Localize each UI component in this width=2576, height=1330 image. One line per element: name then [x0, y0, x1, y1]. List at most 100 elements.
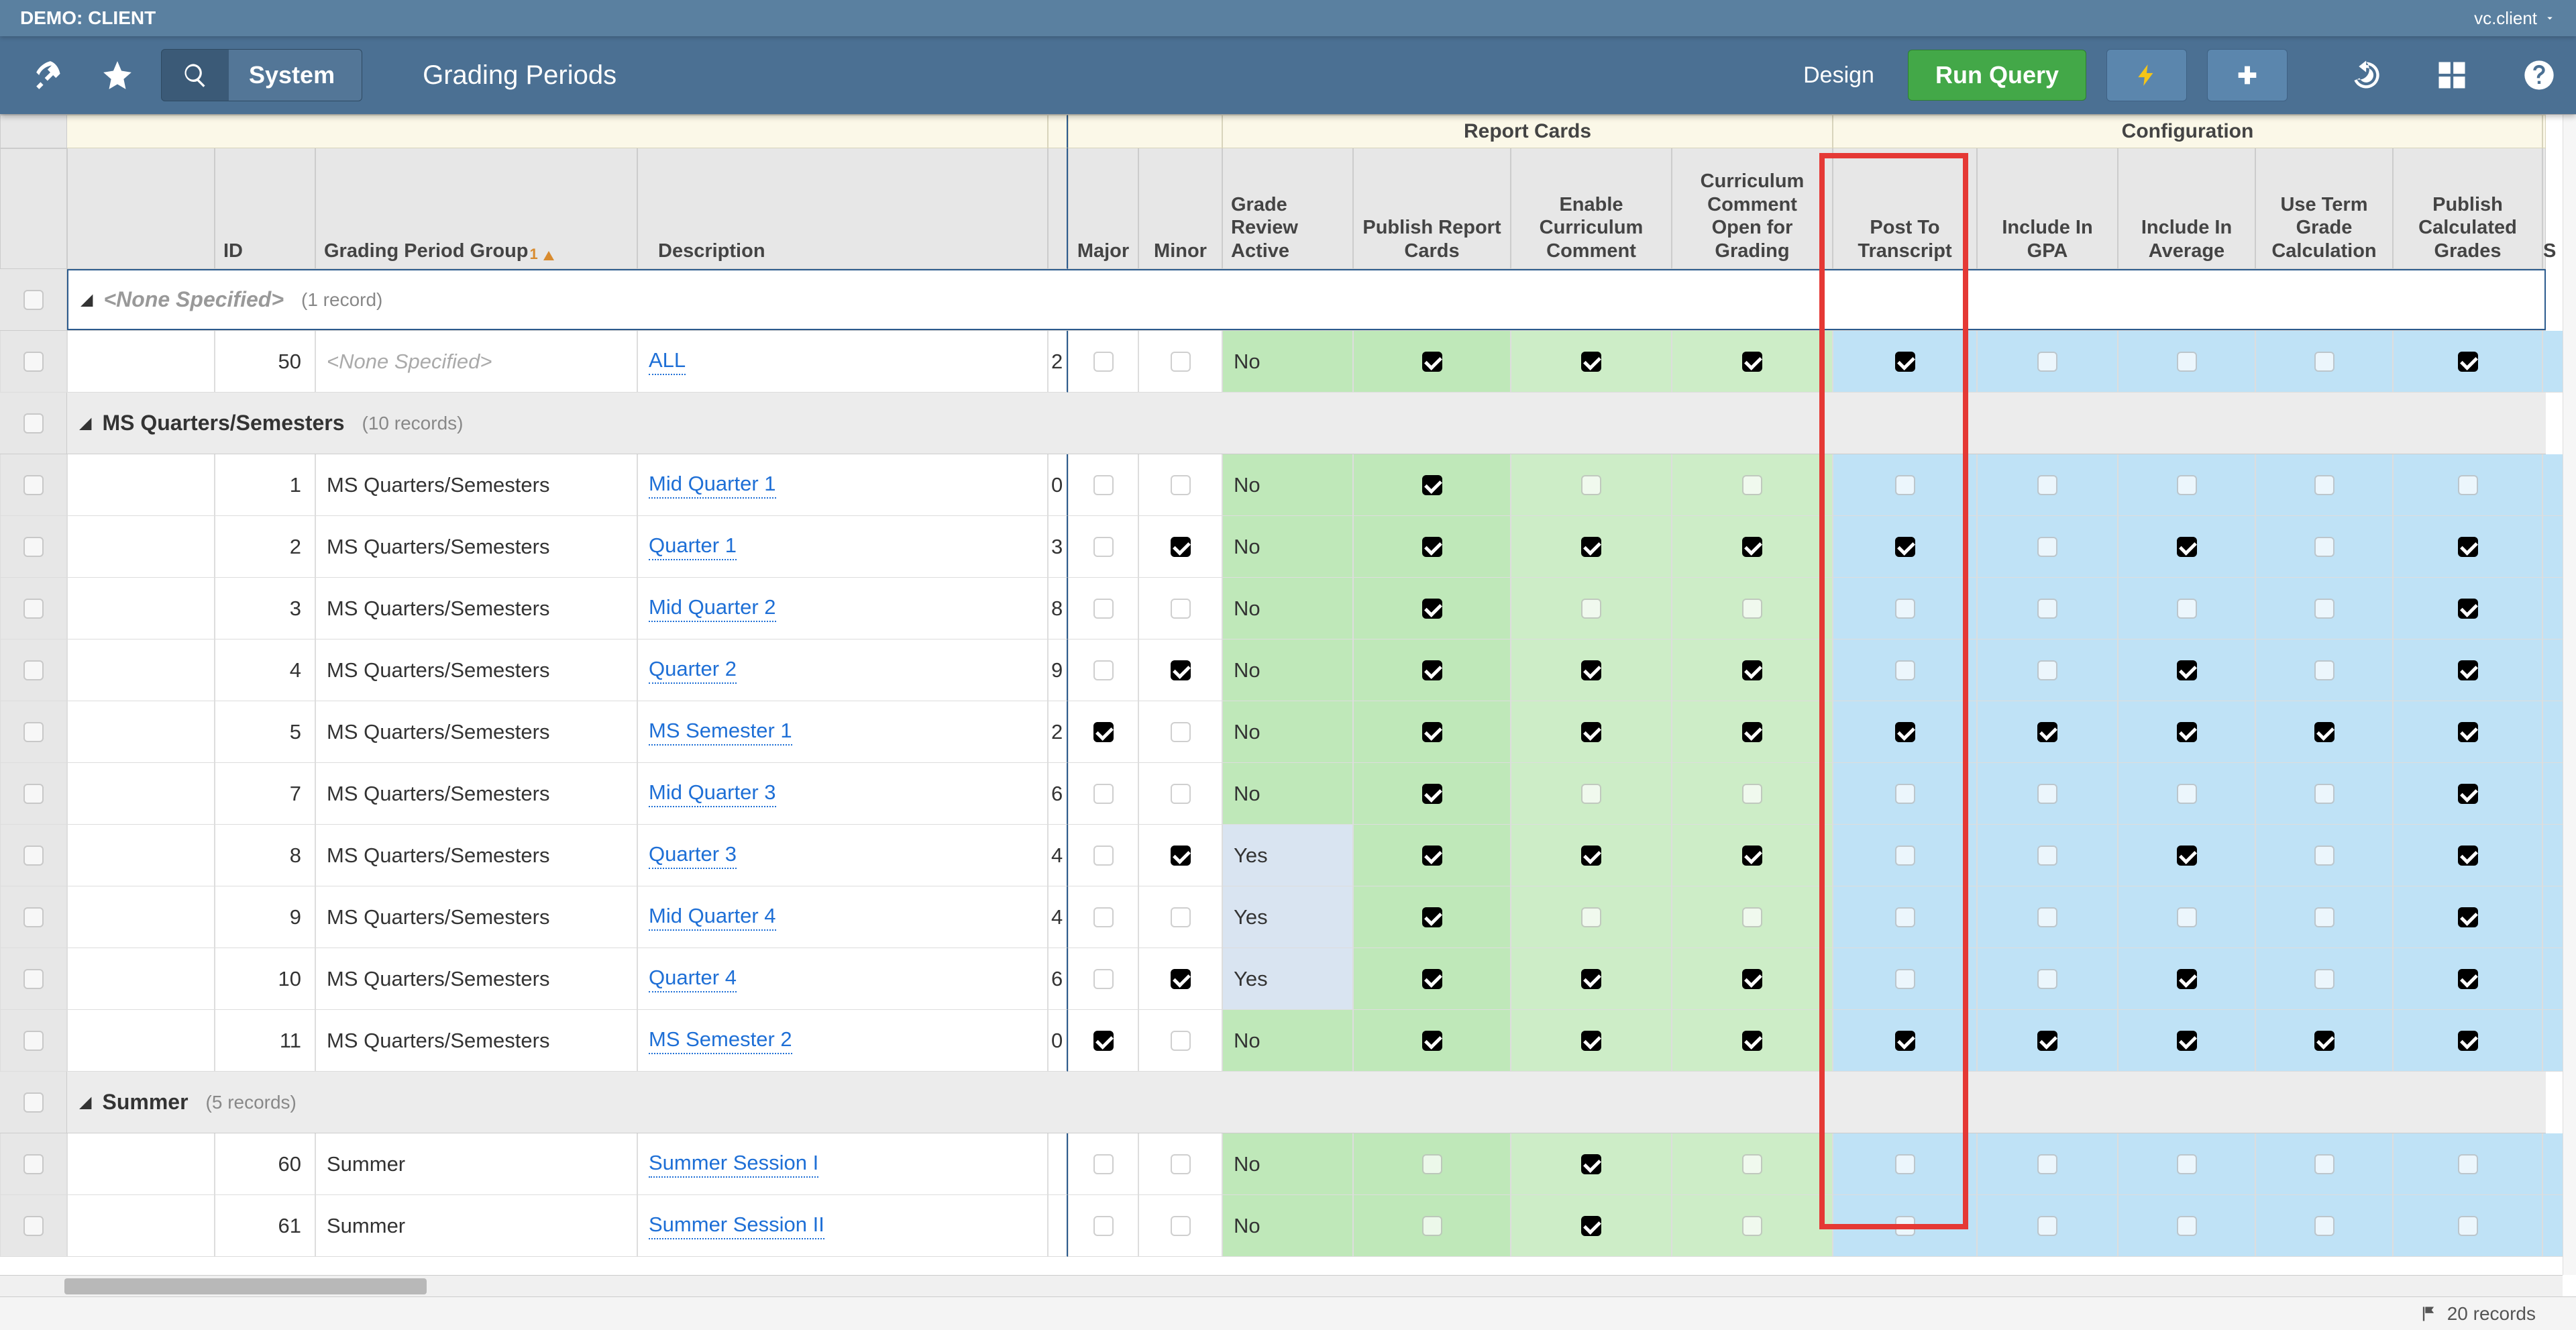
row-checkbox[interactable]: [0, 1010, 67, 1072]
user-menu[interactable]: vc.client: [2474, 8, 2556, 29]
row-checkbox[interactable]: [0, 1133, 67, 1195]
breadcrumb-system[interactable]: System: [229, 50, 362, 101]
rocket-icon[interactable]: [27, 52, 74, 99]
row-checkbox[interactable]: [0, 701, 67, 763]
cell-post-transcript[interactable]: [1833, 1133, 1977, 1195]
cell-include-gpa[interactable]: [1977, 825, 2118, 886]
cell-post-transcript[interactable]: [1833, 948, 1977, 1010]
history-icon[interactable]: [2341, 52, 2388, 99]
horizontal-scrollbar[interactable]: [0, 1275, 2563, 1296]
description-link[interactable]: Mid Quarter 3: [649, 780, 776, 807]
cell-publish-calc[interactable]: [2393, 1133, 2542, 1195]
cell-cc-open[interactable]: [1672, 825, 1833, 886]
grid-icon[interactable]: [2428, 52, 2475, 99]
description-link[interactable]: Mid Quarter 1: [649, 472, 776, 499]
cell-enable-cc[interactable]: [1511, 825, 1672, 886]
row-checkbox[interactable]: [0, 763, 67, 825]
cell-publish-calc[interactable]: [2393, 640, 2542, 701]
cell-publish-calc[interactable]: [2393, 825, 2542, 886]
cell-post-transcript[interactable]: [1833, 454, 1977, 516]
cell-minor[interactable]: [1138, 701, 1222, 763]
cell-description[interactable]: Mid Quarter 4: [637, 886, 1048, 948]
cell-grade-review[interactable]: Yes: [1222, 825, 1353, 886]
cell-include-gpa[interactable]: [1977, 886, 2118, 948]
row-checkbox[interactable]: [0, 825, 67, 886]
cell-publish-rc[interactable]: [1353, 331, 1511, 393]
cell-publish-calc[interactable]: [2393, 1010, 2542, 1072]
cell-publish-rc[interactable]: [1353, 1010, 1511, 1072]
cell-major[interactable]: [1068, 516, 1138, 578]
cell-use-term[interactable]: [2255, 578, 2393, 640]
cell-grade-review[interactable]: No: [1222, 640, 1353, 701]
cell-publish-rc[interactable]: [1353, 1195, 1511, 1257]
row-checkbox[interactable]: [0, 640, 67, 701]
cell-major[interactable]: [1068, 886, 1138, 948]
col-post-to-transcript[interactable]: Post To Transcript: [1833, 148, 1977, 269]
cell-grade-review[interactable]: No: [1222, 701, 1353, 763]
row-checkbox[interactable]: [0, 331, 67, 393]
cell-post-transcript[interactable]: [1833, 763, 1977, 825]
cell-cc-open[interactable]: [1672, 701, 1833, 763]
cell-enable-cc[interactable]: [1511, 701, 1672, 763]
cell-enable-cc[interactable]: [1511, 454, 1672, 516]
description-link[interactable]: MS Semester 1: [649, 719, 792, 746]
cell-description[interactable]: Mid Quarter 2: [637, 578, 1048, 640]
run-query-button[interactable]: Run Query: [1908, 50, 2086, 101]
cell-include-gpa[interactable]: [1977, 454, 2118, 516]
cell-publish-calc[interactable]: [2393, 1195, 2542, 1257]
cell-include-avg[interactable]: [2118, 886, 2255, 948]
cell-enable-cc[interactable]: [1511, 948, 1672, 1010]
cell-major[interactable]: [1068, 454, 1138, 516]
row-checkbox[interactable]: [0, 578, 67, 640]
cell-minor[interactable]: [1138, 331, 1222, 393]
cell-cc-open[interactable]: [1672, 1195, 1833, 1257]
collapse-icon[interactable]: ◢: [79, 1092, 91, 1112]
grid-scroll[interactable]: Report CardsConfigurationIDGrading Perio…: [0, 115, 2563, 1296]
scrollbar-thumb[interactable]: [64, 1278, 427, 1294]
cell-use-term[interactable]: [2255, 886, 2393, 948]
description-link[interactable]: ALL: [649, 348, 686, 375]
cell-description[interactable]: Mid Quarter 3: [637, 763, 1048, 825]
cell-include-gpa[interactable]: [1977, 1133, 2118, 1195]
cell-cc-open[interactable]: [1672, 1133, 1833, 1195]
cell-major[interactable]: [1068, 701, 1138, 763]
cell-major[interactable]: [1068, 948, 1138, 1010]
cell-include-avg[interactable]: [2118, 578, 2255, 640]
cell-include-gpa[interactable]: [1977, 578, 2118, 640]
cell-post-transcript[interactable]: [1833, 516, 1977, 578]
cell-include-avg[interactable]: [2118, 701, 2255, 763]
cell-include-gpa[interactable]: [1977, 1195, 2118, 1257]
cell-publish-rc[interactable]: [1353, 701, 1511, 763]
cell-description[interactable]: Quarter 1: [637, 516, 1048, 578]
cell-include-avg[interactable]: [2118, 640, 2255, 701]
description-link[interactable]: Quarter 2: [649, 657, 737, 684]
collapse-icon[interactable]: ◢: [80, 290, 93, 309]
col-grading-period-group[interactable]: Grading Period Group 1: [315, 148, 637, 269]
cell-publish-rc[interactable]: [1353, 640, 1511, 701]
col-curriculum-comment-open[interactable]: Curriculum Comment Open for Grading: [1672, 148, 1833, 269]
cell-cc-open[interactable]: [1672, 454, 1833, 516]
row-checkbox[interactable]: [0, 454, 67, 516]
cell-minor[interactable]: [1138, 948, 1222, 1010]
cell-post-transcript[interactable]: [1833, 578, 1977, 640]
cell-use-term[interactable]: [2255, 948, 2393, 1010]
row-checkbox[interactable]: [0, 1072, 67, 1133]
cell-cc-open[interactable]: [1672, 640, 1833, 701]
cell-publish-rc[interactable]: [1353, 886, 1511, 948]
cell-minor[interactable]: [1138, 454, 1222, 516]
description-link[interactable]: Summer Session I: [649, 1151, 818, 1178]
col-minor[interactable]: Minor: [1138, 148, 1222, 269]
cell-publish-calc[interactable]: [2393, 948, 2542, 1010]
cell-include-avg[interactable]: [2118, 1133, 2255, 1195]
cell-grade-review[interactable]: No: [1222, 331, 1353, 393]
col-include-in-average[interactable]: Include In Average: [2118, 148, 2255, 269]
cell-enable-cc[interactable]: [1511, 886, 1672, 948]
cell-major[interactable]: [1068, 1133, 1138, 1195]
cell-description[interactable]: ALL: [637, 331, 1048, 393]
cell-use-term[interactable]: [2255, 1133, 2393, 1195]
cell-major[interactable]: [1068, 825, 1138, 886]
cell-include-gpa[interactable]: [1977, 1010, 2118, 1072]
design-link[interactable]: Design: [1790, 62, 1888, 89]
cell-publish-rc[interactable]: [1353, 763, 1511, 825]
col-publish-calculated-grades[interactable]: Publish Calculated Grades: [2393, 148, 2542, 269]
